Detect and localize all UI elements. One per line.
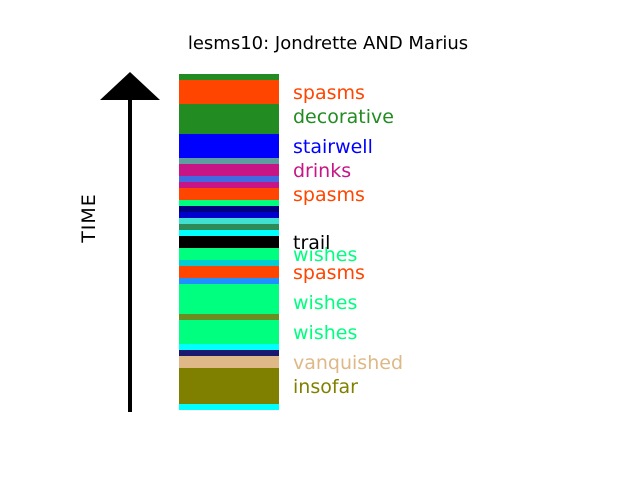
bar-segment [179, 350, 279, 356]
bar-segment [179, 206, 279, 212]
bar-segment [179, 356, 279, 368]
annotation-label: stairwell [293, 136, 373, 158]
bar-segment [179, 164, 279, 176]
bar-segment [179, 224, 279, 230]
bar-segment [179, 260, 279, 266]
time-arrow [100, 72, 160, 412]
bar-segment [179, 284, 279, 314]
chart-title: lesms10: Jondrette AND Marius [188, 33, 468, 54]
annotation-label: insofar [293, 376, 358, 398]
bar-segment [179, 278, 279, 284]
annotation-label: spasms [293, 184, 365, 206]
annotation-label: decorative [293, 106, 394, 128]
bar-segment [179, 248, 279, 260]
bar-segment [179, 74, 279, 80]
bar-segment [179, 236, 279, 248]
annotation-label: spasms [293, 82, 365, 104]
bar-segment [179, 176, 279, 182]
y-axis-label: TIME [78, 193, 100, 244]
bar-segment [179, 218, 279, 224]
annotation-label: spasms [293, 262, 365, 284]
bar-segment [179, 404, 279, 410]
bar-segment [179, 188, 279, 200]
bar-segment [179, 200, 279, 206]
bar-segment [179, 212, 279, 218]
bar-segment [179, 314, 279, 320]
bar-segment [179, 134, 279, 158]
bar-segment [179, 368, 279, 404]
bar-segment [179, 320, 279, 344]
annotation-label: vanquished [293, 352, 403, 374]
bar-segment [179, 266, 279, 278]
bar-segment [179, 104, 279, 134]
annotation-label: wishes [293, 292, 357, 314]
bar-segment [179, 344, 279, 350]
annotation-label: drinks [293, 160, 351, 182]
annotations: insofarvanquishedwisheswishesspasmswishe… [293, 82, 403, 398]
bar-segment [179, 230, 279, 236]
annotation-label: trail [293, 232, 330, 254]
bar-segment [179, 158, 279, 164]
bar-segment [179, 80, 279, 104]
annotation-label: wishes [293, 244, 357, 266]
annotation-label: wishes [293, 322, 357, 344]
bar-segment [179, 182, 279, 188]
bar-segments [179, 74, 279, 410]
time-arrow-head [100, 72, 160, 100]
